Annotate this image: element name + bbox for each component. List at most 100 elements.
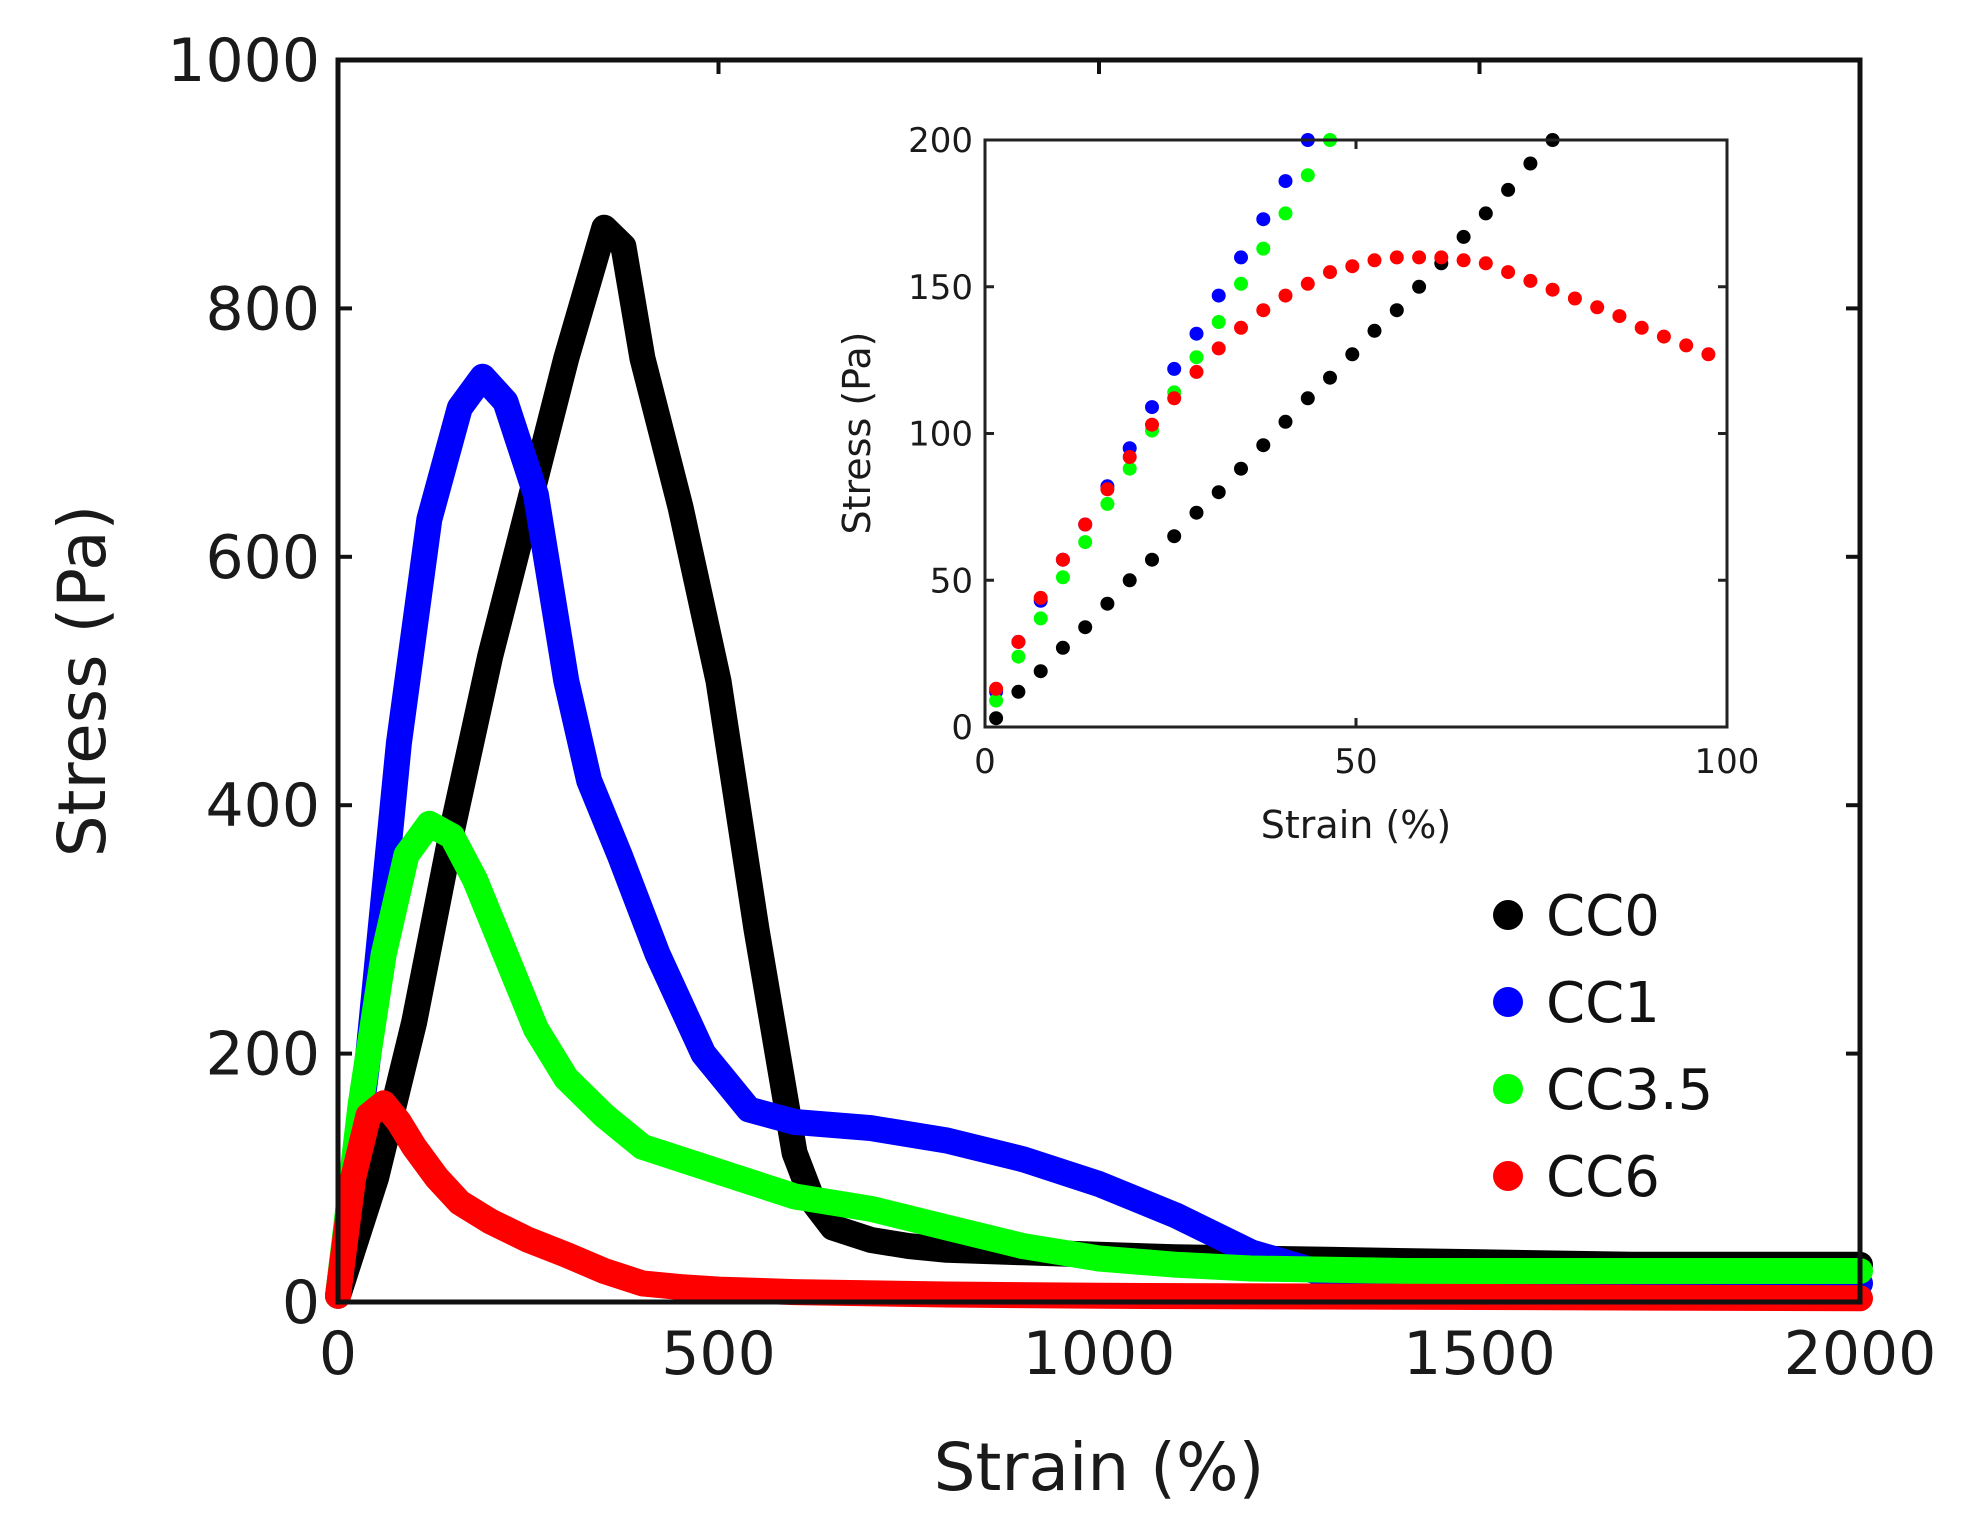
inset-point-cc3-5: [989, 693, 1004, 708]
main-x-axis-label: Strain (%): [934, 1429, 1265, 1506]
main-x-tick-label: 2000: [1784, 1319, 1937, 1389]
inset-point-cc6: [1634, 320, 1649, 335]
inset-point-cc3-5: [1078, 535, 1093, 550]
inset-point-cc0: [1278, 414, 1293, 429]
inset-series: [989, 133, 1716, 726]
inset-point-cc0: [1055, 640, 1070, 655]
inset-point-cc6: [1412, 250, 1427, 265]
inset-point-cc6: [1567, 291, 1582, 306]
inset-point-cc3-5: [1100, 496, 1115, 511]
inset-point-cc6: [1234, 320, 1248, 335]
inset-y-tick-label: 150: [908, 268, 973, 308]
legend-label-cc3-5: CC3.5: [1546, 1058, 1713, 1123]
main-series-cc6: [325, 1090, 1873, 1312]
legend-marker-cc1: [1493, 987, 1523, 1017]
inset-point-cc6: [1011, 634, 1026, 649]
inset-x-tick-label: 0: [974, 742, 996, 782]
inset-point-cc0: [1412, 279, 1427, 294]
main-y-tick-label: 0: [282, 1268, 320, 1338]
legend: CC0 CC1 CC3.5 CC6: [1493, 884, 1713, 1210]
legend-marker-cc0: [1493, 900, 1523, 930]
inset-y-tick-label: 100: [908, 415, 973, 455]
inset-point-cc6: [1100, 482, 1115, 497]
inset-point-cc3-5: [1256, 241, 1271, 256]
inset-point-cc6: [1590, 300, 1605, 315]
main-y-axis-label: Stress (Pa): [44, 505, 121, 858]
inset-point-cc0: [1011, 684, 1026, 699]
inset-series-cc6: [989, 250, 1716, 696]
inset-point-cc6: [1701, 347, 1716, 362]
inset-point-cc6: [1145, 417, 1159, 432]
inset-tick-labels: 0 50 100 0 50 100 150 200: [908, 121, 1759, 782]
inset-point-cc0: [1323, 370, 1337, 385]
inset-point-cc0: [1234, 461, 1248, 476]
inset-point-cc0: [1300, 391, 1315, 406]
inset-point-cc0: [1211, 485, 1226, 500]
inset-point-cc3-5: [1055, 570, 1070, 585]
inset-point-cc0: [1122, 573, 1137, 588]
legend-marker-cc6: [1493, 1161, 1523, 1191]
inset-y-axis-label: Stress (Pa): [835, 331, 879, 534]
inset-point-cc1: [1278, 174, 1293, 189]
inset-point-cc6: [1389, 250, 1404, 265]
inset-point-cc1: [1189, 326, 1204, 341]
legend-label-cc0: CC0: [1546, 884, 1660, 949]
inset-point-cc6: [989, 681, 1004, 696]
inset-point-cc6: [1256, 303, 1271, 318]
main-series-cc1: [325, 363, 1873, 1309]
main-x-tick-label: 500: [661, 1319, 776, 1389]
inset-point-cc3-5: [1211, 315, 1226, 329]
inset-point-cc1: [1145, 400, 1159, 415]
inset-point-cc0: [1078, 620, 1093, 635]
main-plot-frame: [335, 57, 1863, 1305]
inset-point-cc3-5: [1122, 461, 1137, 476]
inset-point-cc1: [1211, 288, 1226, 303]
inset-point-cc1: [1234, 250, 1248, 265]
inset-point-cc1: [1167, 361, 1182, 376]
inset-point-cc6: [1478, 256, 1493, 271]
inset-point-cc6: [1501, 265, 1516, 280]
inset-point-cc0: [1456, 229, 1471, 244]
inset-point-cc0: [1501, 182, 1516, 197]
inset-point-cc0: [1100, 596, 1115, 611]
inset-point-cc0: [1145, 552, 1159, 567]
inset-point-cc0: [1167, 529, 1182, 544]
main-y-tick-label: 800: [205, 274, 320, 344]
inset-point-cc6: [1323, 265, 1337, 280]
inset-plot-frame: [983, 138, 1729, 729]
inset-point-cc3-5: [1234, 276, 1248, 291]
inset-background: [985, 140, 1727, 727]
inset-point-cc3-5: [1033, 611, 1048, 626]
main-y-tick-label: 1000: [167, 26, 320, 96]
inset-point-cc6: [1545, 282, 1560, 297]
inset-point-cc0: [1189, 505, 1204, 520]
inset-point-cc6: [1167, 391, 1182, 406]
inset-point-cc6: [1679, 338, 1694, 353]
inset-point-cc6: [1122, 450, 1137, 464]
main-x-tick-label: 0: [319, 1319, 357, 1389]
inset-y-tick-label: 200: [908, 121, 973, 161]
main-x-tick-label: 1500: [1403, 1319, 1556, 1389]
legend-label-cc1: CC1: [1546, 971, 1660, 1036]
inset-point-cc1: [1256, 212, 1271, 227]
inset-point-cc6: [1055, 552, 1070, 567]
inset-point-cc6: [1434, 250, 1449, 265]
inset-point-cc6: [1345, 259, 1360, 274]
inset-point-cc6: [1656, 329, 1671, 344]
inset-point-cc0: [1478, 206, 1493, 221]
inset-point-cc6: [1078, 517, 1093, 532]
inset-point-cc0: [1367, 323, 1382, 338]
inset-y-tick-label: 50: [930, 561, 973, 601]
inset-point-cc6: [1033, 590, 1048, 605]
inset-chart: 0 50 100 0 50 100 150 200 Strain (%) Stress (Pa…: [835, 121, 1759, 847]
inset-point-cc0: [1345, 347, 1360, 362]
inset-point-cc0: [1033, 664, 1048, 679]
inset-point-cc6: [1456, 253, 1471, 268]
main-y-tick-label: 600: [205, 523, 320, 593]
inset-point-cc6: [1367, 253, 1382, 268]
inset-point-cc0: [1389, 303, 1404, 318]
main-x-tick-label: 1000: [1023, 1319, 1176, 1389]
